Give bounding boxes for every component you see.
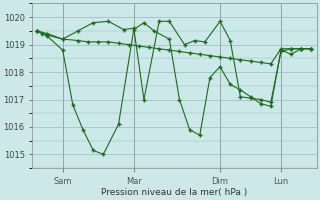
X-axis label: Pression niveau de la mer( hPa ): Pression niveau de la mer( hPa )	[101, 188, 247, 197]
